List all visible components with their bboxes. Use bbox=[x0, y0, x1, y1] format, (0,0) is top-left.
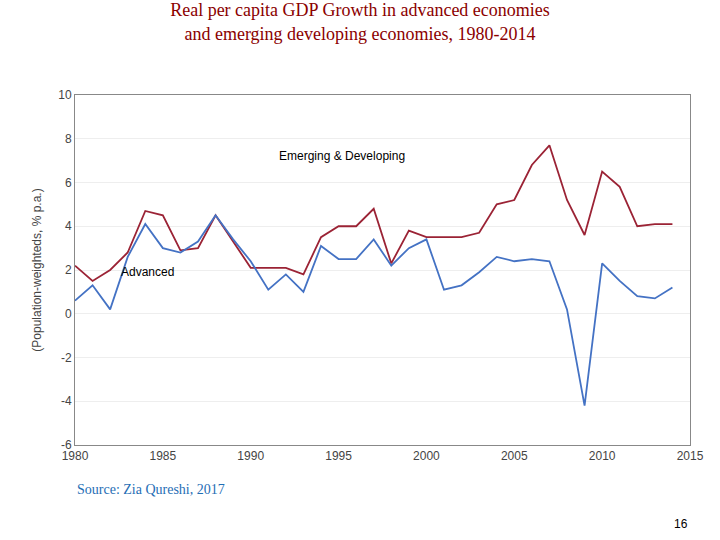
svg-text:1985: 1985 bbox=[150, 449, 177, 463]
svg-text:6: 6 bbox=[65, 176, 72, 190]
svg-text:8: 8 bbox=[65, 132, 72, 146]
svg-text:10: 10 bbox=[58, 88, 72, 102]
svg-text:2: 2 bbox=[65, 263, 72, 277]
svg-text:Emerging & Developing: Emerging & Developing bbox=[279, 149, 405, 163]
svg-text:Advanced: Advanced bbox=[121, 265, 174, 279]
svg-text:2005: 2005 bbox=[501, 449, 528, 463]
svg-text:16: 16 bbox=[674, 517, 688, 531]
svg-text:2010: 2010 bbox=[589, 449, 616, 463]
svg-text:(Population-weighteds, % p.a.): (Population-weighteds, % p.a.) bbox=[30, 188, 44, 351]
svg-text:Real per capita GDP Growth in: Real per capita GDP Growth in advanced e… bbox=[170, 0, 550, 43]
svg-text:1980: 1980 bbox=[62, 449, 89, 463]
svg-text:-6: -6 bbox=[61, 438, 72, 452]
svg-text:1990: 1990 bbox=[237, 449, 264, 463]
svg-text:2015: 2015 bbox=[677, 449, 704, 463]
svg-text:Source: Zia Qureshi, 2017: Source: Zia Qureshi, 2017 bbox=[77, 482, 225, 497]
svg-text:1995: 1995 bbox=[325, 449, 352, 463]
svg-text:-4: -4 bbox=[61, 394, 72, 408]
svg-text:4: 4 bbox=[65, 219, 72, 233]
svg-text:0: 0 bbox=[65, 307, 72, 321]
svg-text:2000: 2000 bbox=[413, 449, 440, 463]
svg-text:-2: -2 bbox=[61, 351, 72, 365]
